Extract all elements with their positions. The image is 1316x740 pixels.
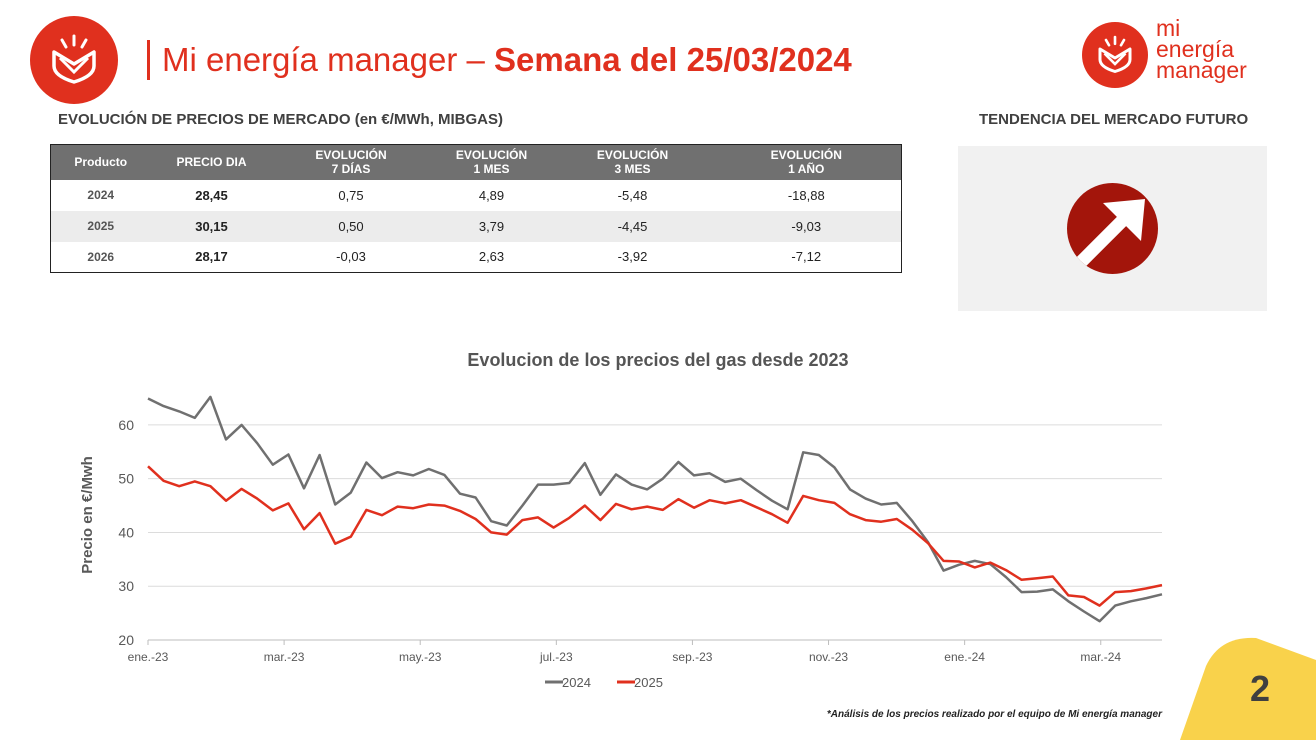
y-axis-label: Precio en €/Mwh [79, 456, 96, 574]
title-light: Mi energía manager – [162, 41, 485, 78]
market-prices-table: Producto PRECIO DIA EVOLUCIÓN 7 DÍAS EVOL… [50, 144, 902, 273]
col-header-producto: Producto [50, 144, 151, 180]
legend-label-2025: 2025 [634, 675, 663, 690]
page-number: 2 [1250, 668, 1271, 709]
title-bold: Semana del 25/03/2024 [494, 41, 852, 78]
series-line-2024 [147, 395, 1163, 623]
cell-evol-1m: 4,89 [478, 187, 505, 203]
col-header-precio-dia: PRECIO DIA [150, 144, 273, 180]
cell-precio-dia: 28,45 [195, 187, 228, 203]
header-line: Producto [74, 155, 128, 170]
x-tick-label: jul.-23 [539, 650, 573, 664]
header-line: EVOLUCIÓN [770, 148, 842, 163]
trend-panel [958, 146, 1267, 311]
x-tick-label: mar.-23 [264, 650, 305, 664]
market-heading: EVOLUCIÓN DE PRECIOS DE MERCADO (en €/MW… [58, 111, 504, 128]
brand-shield-icon [1098, 35, 1132, 73]
cell-evol-7d: 0,75 [338, 187, 364, 203]
cell-producto: 2025 [50, 210, 151, 242]
table-row: 2026 28,17 -0,03 2,63 -3,92 -7,12 [51, 242, 902, 273]
cell-evol-1m: 3,79 [429, 210, 554, 242]
x-tick-label: may.-23 [399, 650, 442, 664]
brand-logo-circle [1082, 22, 1148, 88]
x-tick-label: nov.-23 [809, 650, 848, 664]
x-tick-label: ene.-23 [128, 650, 169, 664]
y-tick-label: 20 [118, 632, 134, 648]
cell-precio-dia: 28,17 [195, 249, 228, 265]
x-tick-label: sep.-23 [672, 650, 712, 664]
col-header-evol-1y: EVOLUCIÓN 1 AÑO [711, 144, 902, 180]
table-row: 2025 30,15 0,50 3,79 -4,45 -9,03 [50, 210, 902, 242]
header-line: 7 DÍAS [331, 162, 371, 177]
header-line: 3 MES [614, 162, 651, 177]
cell-evol-3m: -4,45 [553, 210, 712, 242]
header-line: 1 MES [473, 162, 510, 177]
cell-evol-3m: -3,92 [617, 249, 648, 265]
col-header-evol-1m: EVOLUCIÓN 1 MES [429, 144, 554, 180]
table-row: 2024 28,45 0,75 4,89 -5,48 -18,88 [51, 180, 902, 211]
brand-logo: mi energía manager [1082, 15, 1282, 90]
cell-evol-1y: -18,88 [787, 187, 825, 203]
title-divider [147, 40, 150, 80]
header-line: PRECIO DIA [176, 155, 247, 170]
legend-label-2024: 2024 [562, 675, 591, 690]
brand-wordmark: mi energía manager [1156, 15, 1247, 83]
page-corner-shape [1180, 637, 1316, 740]
cell-precio-dia: 30,15 [150, 210, 273, 242]
y-tick-label: 60 [118, 417, 134, 433]
series-line-2025 [147, 465, 1163, 607]
cell-evol-1y: -7,12 [791, 249, 822, 265]
cell-evol-1y: -9,03 [711, 210, 902, 242]
brand-line: manager [1156, 57, 1247, 83]
header-line: EVOLUCIÓN [596, 148, 669, 163]
trend-indicator [1067, 183, 1158, 274]
header-line: EVOLUCIÓN [315, 148, 387, 163]
arrow-up-right-icon [1076, 199, 1145, 267]
futures-heading: TENDENCIA DEL MERCADO FUTURO [979, 111, 1249, 128]
header-line: EVOLUCIÓN [455, 148, 528, 163]
company-logo [30, 16, 118, 104]
brand-line: mi [1156, 15, 1181, 41]
x-tick-label: ene.-24 [944, 650, 985, 664]
y-tick-label: 30 [118, 578, 134, 594]
chart-title: Evolucion de los precios del gas desde 2… [467, 350, 849, 370]
cell-producto: 2026 [87, 249, 115, 264]
y-tick-label: 40 [118, 524, 134, 540]
cell-producto: 2024 [87, 188, 115, 202]
header-line: 1 AÑO [788, 162, 825, 177]
cell-evol-7d: -0,03 [336, 249, 366, 265]
brand-line: energía [1156, 36, 1235, 62]
energy-shield-icon [52, 34, 96, 84]
y-tick-label: 50 [118, 471, 134, 487]
col-header-evol-7d: EVOLUCIÓN 7 DÍAS [272, 144, 430, 180]
cell-evol-7d: 0,50 [272, 210, 430, 242]
page-title: Mi energía manager – Semana del 25/03/20… [162, 38, 852, 82]
x-tick-label: mar.-24 [1080, 650, 1121, 664]
cell-evol-3m: -5,48 [617, 187, 648, 203]
cell-evol-1m: 2,63 [478, 249, 505, 265]
table-header-row: Producto PRECIO DIA EVOLUCIÓN 7 DÍAS EVOL… [50, 144, 902, 180]
analysis-note: *Análisis de los precios realizado por e… [826, 709, 1162, 720]
col-header-evol-3m: EVOLUCIÓN 3 MES [553, 144, 712, 180]
